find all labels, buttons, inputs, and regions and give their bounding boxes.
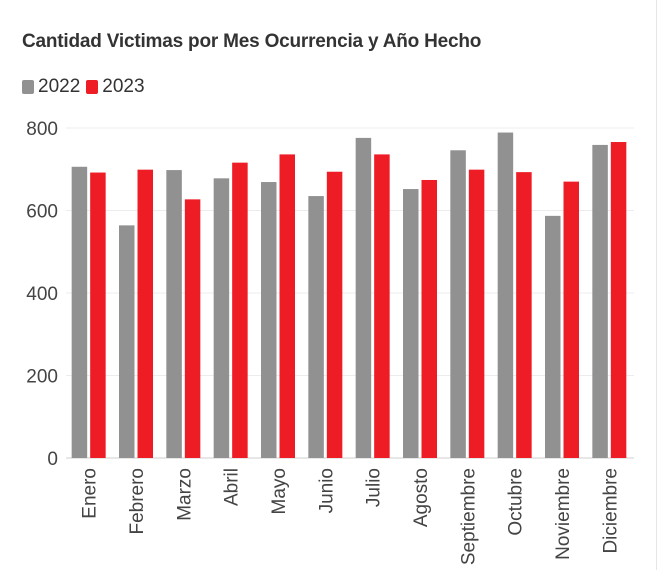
y-tick-label-400: 400 [26, 284, 58, 305]
x-tick-label-septiembre: Septiembre [458, 468, 479, 565]
legend-swatch-2023 [86, 80, 99, 94]
bar-2023-diciembre[interactable] [610, 142, 627, 458]
x-tick-label-diciembre: Diciembre [600, 468, 621, 554]
x-tick-label-noviembre: Noviembre [553, 468, 574, 560]
y-tick-label-200: 200 [26, 367, 58, 388]
bar-2022-junio[interactable] [308, 196, 324, 458]
x-tick-label-enero: Enero [80, 468, 101, 519]
bar-2023-septiembre[interactable] [468, 169, 485, 458]
bar-2023-julio[interactable] [374, 154, 390, 458]
chart-title: Cantidad Victimas por Mes Ocurrencia y A… [22, 31, 482, 52]
bar-2022-abril[interactable] [213, 178, 230, 458]
bar-2023-junio[interactable] [326, 171, 343, 458]
x-tick-label-agosto: Agosto [411, 468, 432, 527]
x-tick-label-julio: Julio [364, 468, 385, 507]
bar-2022-marzo[interactable] [166, 170, 182, 458]
y-tick-label-600: 600 [26, 202, 58, 223]
bar-2023-abril[interactable] [232, 162, 248, 458]
legend-label-2022: 2022 [38, 76, 81, 97]
bar-2023-febrero[interactable] [137, 169, 154, 458]
bar-2022-enero[interactable] [71, 166, 88, 458]
bar-2022-noviembre[interactable] [545, 215, 561, 458]
chart-legend: 2022 2023 [22, 74, 147, 100]
x-tick-label-junio: Junio [316, 468, 337, 513]
bar-2022-febrero[interactable] [119, 225, 135, 458]
x-tick-label-febrero: Febrero [127, 468, 148, 535]
legend-item-2023[interactable]: 2023 [86, 76, 145, 98]
bar-2023-marzo[interactable] [184, 199, 201, 459]
bar-2022-septiembre[interactable] [450, 150, 466, 458]
x-tick-label-marzo: Marzo [174, 468, 195, 521]
legend-label-2023: 2023 [102, 76, 145, 97]
bar-2022-mayo[interactable] [261, 182, 277, 458]
y-tick-label-800: 800 [26, 119, 58, 140]
x-tick-label-octubre: Octubre [506, 468, 527, 536]
bar-2022-octubre[interactable] [497, 132, 514, 458]
bar-2022-agosto[interactable] [403, 189, 419, 459]
bar-2023-noviembre[interactable] [563, 181, 580, 458]
x-tick-label-mayo: Mayo [269, 468, 290, 514]
x-tick-label-abril: Abril [222, 468, 243, 506]
scrollbar[interactable] [660, 0, 668, 570]
legend-item-2022[interactable]: 2022 [22, 76, 80, 98]
bar-2022-julio[interactable] [355, 137, 372, 458]
bar-2022-diciembre[interactable] [592, 144, 608, 458]
bar-2023-enero[interactable] [90, 172, 106, 459]
bar-chart: 0 200 400 600 800 Enero Febrero Marzo Abril Mayo J… [26, 119, 634, 565]
bar-2023-agosto[interactable] [421, 179, 438, 458]
bar-2023-octubre[interactable] [516, 172, 532, 458]
bar-2023-mayo[interactable] [279, 154, 296, 458]
legend-swatch-2022 [22, 80, 34, 94]
y-tick-label-0: 0 [47, 449, 58, 470]
